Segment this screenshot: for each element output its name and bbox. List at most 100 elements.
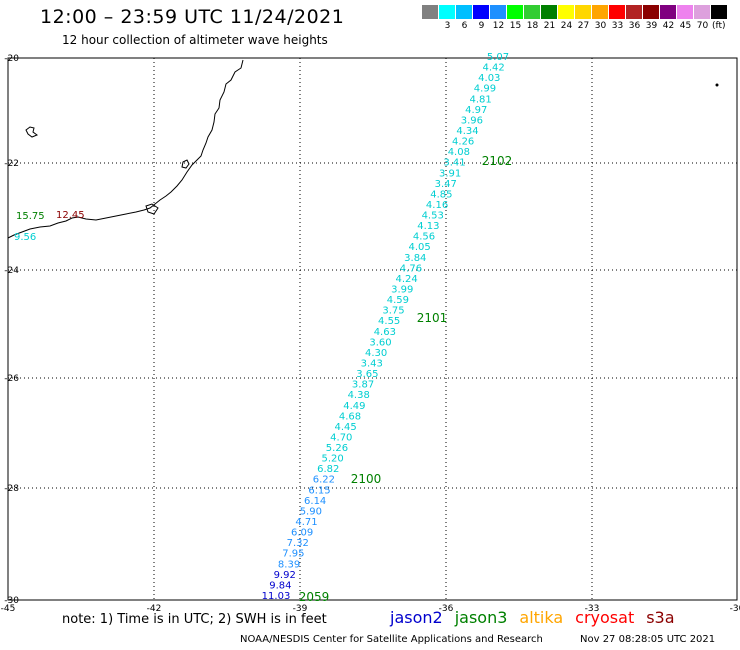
wave-height-value: 6.09 [291,528,313,539]
credit-line: NOAA/NESDIS Center for Satellite Applica… [240,634,543,645]
colorbar-swatch [558,5,574,19]
time-labels: 2059 2100 2101 2102 [299,154,513,604]
legend-s3a: s3a [646,608,675,627]
wave-height-value: 4.97 [465,105,487,116]
island [181,159,190,169]
colorbar-swatch [473,5,489,19]
colorbar-swatch [456,5,472,19]
wave-height-value: 3.84 [404,253,426,264]
track-time-label: 2100 [351,472,382,486]
altimeter-track: 11.039.849.928.397.957.326.094.715.906.1… [262,52,509,602]
legend-jason3: jason3 [454,608,508,627]
colorbar-label: 21 [543,21,556,31]
wave-height-value: 3.65 [356,369,378,380]
map-title: 12:00 – 23:59 UTC 11/24/2021 [40,6,345,28]
wave-height-value: 5.90 [300,506,322,517]
wave-height-value: 3.91 [439,168,461,179]
wave-height-value: 3.43 [361,358,383,369]
wave-height-value: 11.03 [262,591,291,602]
wave-height-value: 4.34 [456,126,478,137]
lat-tick-label: -26 [4,374,19,384]
wave-height-value: 4.76 [400,263,422,274]
wave-height-value: 3.99 [391,285,413,296]
map-frame [7,57,738,601]
lon-tick-label: -42 [147,604,162,614]
lat-tick-label: -28 [4,484,19,494]
colorbar-label: 24 [560,21,573,31]
island [715,83,719,87]
coastal-wave-value: 9.56 [14,232,36,243]
wave-height-value: 3.96 [461,115,483,126]
colorbar-label: 9 [478,21,485,31]
wave-height-value: 5.26 [326,443,348,454]
colorbar-label: 36 [628,21,641,31]
colorbar-swatch [490,5,506,19]
wave-height-value: 7.95 [282,549,304,560]
wave-height-value: 4.13 [417,221,439,232]
wave-height-value: 4.70 [330,432,352,443]
wave-height-value: 3.47 [435,179,457,190]
track-time-label: 2102 [482,154,513,168]
lon-tick-label: -36 [439,604,454,614]
colorbar-swatch [677,5,693,19]
island [145,203,159,215]
coastline [7,59,244,239]
colorbar-swatch [643,5,659,19]
wave-height-value: 5.20 [321,454,343,465]
wave-height-value: 3.60 [369,337,391,348]
lat-tick-label: -30 [4,596,19,606]
wave-height-value: 4.26 [452,137,474,148]
lat-tick-label: -20 [4,54,19,64]
colorbar-swatch [660,5,676,19]
wave-height-value: 3.87 [352,380,374,391]
wave-height-value: 6.82 [317,464,339,475]
island [25,126,39,138]
colorbar-labels: 3 6 9 12 15 18 21 24 27 30 33 36 39 42 45 70 (ft) [422,21,726,31]
colorbar-label: 33 [611,21,624,31]
colorbar-swatch [524,5,540,19]
colorbar-swatch [711,5,727,19]
legend-jason2: jason2 [390,608,443,627]
wave-height-value: 3.41 [443,158,465,169]
wave-height-value: 4.63 [374,327,396,338]
wave-height-value: 7.32 [287,538,309,549]
wave-height-value: 9.92 [274,570,296,581]
colorbar-label: 15 [509,21,522,31]
wave-height-value: 4.59 [387,295,409,306]
generation-timestamp: Nov 27 08:28:05 UTC 2021 [580,634,716,645]
colorbar-swatch [626,5,642,19]
colorbar-swatch [592,5,608,19]
wave-height-value: 4.24 [395,274,417,285]
coastal-wave-value: 15.75 [16,211,45,222]
wave-height-value: 4.71 [295,517,317,528]
colorbar-label: 6 [461,21,468,31]
wave-height-value: 6.14 [304,496,326,507]
lon-tick-label: -33 [585,604,600,614]
colorbar-swatch [422,5,438,19]
satellite-legend: jason2 jason3 altika cryosat s3a [390,608,675,627]
lon-tick-label: -45 [1,604,16,614]
colorbar-label: 70 [696,21,709,31]
lat-tick-label: -22 [4,159,19,169]
track-time-label: 2059 [299,590,330,604]
wave-height-value: 4.81 [469,94,491,105]
legend-altika: altika [519,608,564,627]
coastal-wave-value: 12.45 [56,210,85,221]
axis-labels: -20-22-24-26-28-30-45-42-39-36-33-30 [1,54,740,614]
lon-tick-label: -39 [293,604,308,614]
colorbar-swatch [694,5,710,19]
wave-height-value: 4.68 [339,411,361,422]
colorbar-swatch [439,5,455,19]
wave-height-value: 6.22 [313,475,335,486]
wave-height-value: 6.15 [308,485,330,496]
colorbar-swatch [541,5,557,19]
colorbar-swatch [575,5,591,19]
wave-height-value: 5.07 [487,52,509,63]
wave-height-value: 4.30 [365,348,387,359]
wave-height-value: 4.45 [335,422,357,433]
track-time-label: 2101 [417,311,448,325]
lon-tick-label: -30 [730,604,740,614]
wave-height-value: 4.56 [413,232,435,243]
wave-height-value: 4.16 [426,200,448,211]
